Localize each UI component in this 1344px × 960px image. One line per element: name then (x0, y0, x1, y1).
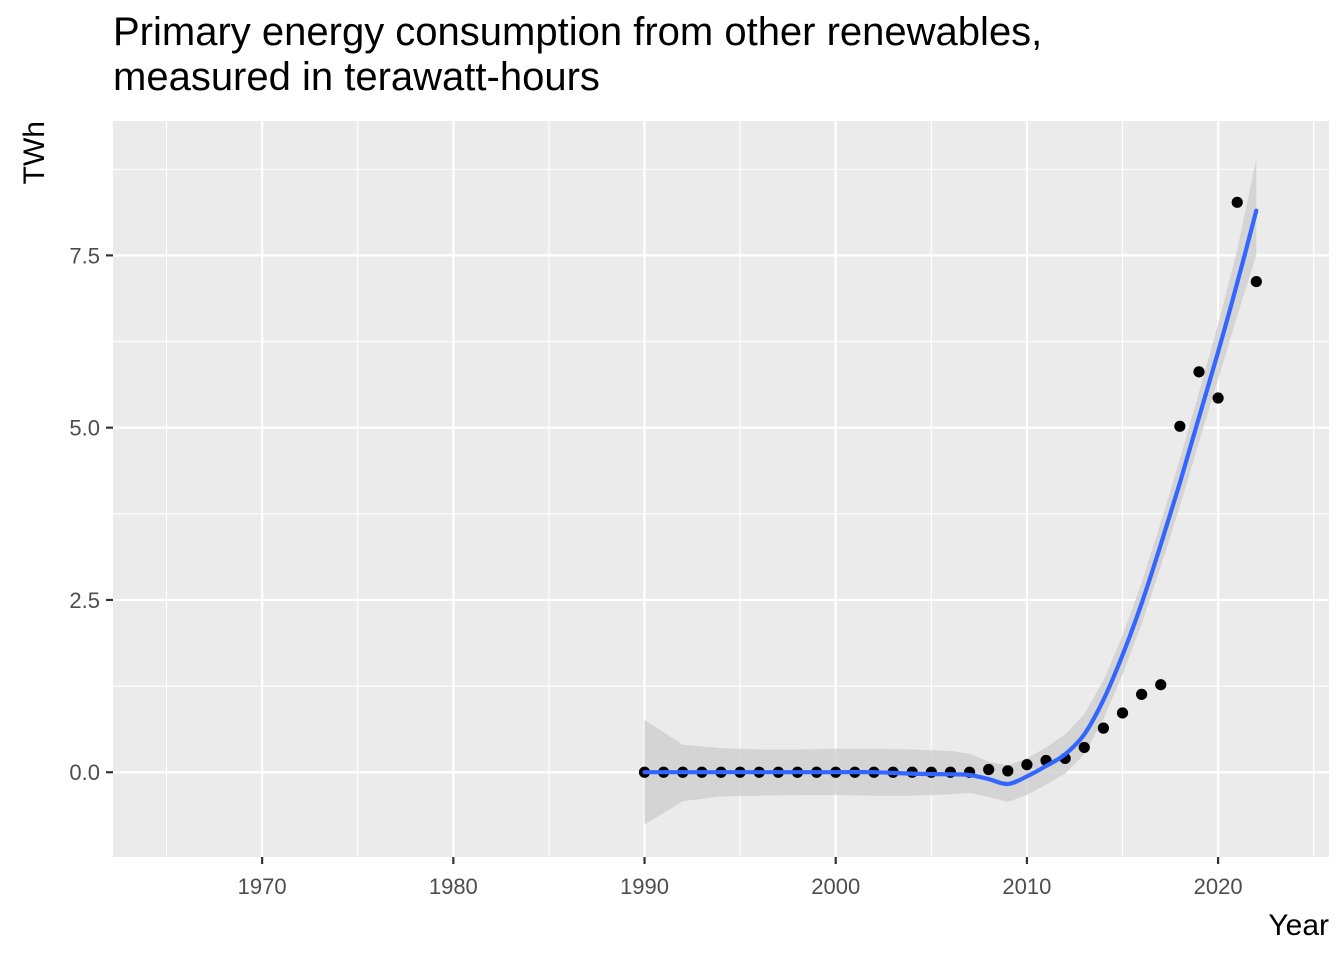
x-tick-label: 1990 (620, 874, 669, 899)
axis-ticks (106, 254, 1220, 864)
x-tick-label: 1970 (238, 874, 287, 899)
data-point (1021, 759, 1033, 771)
confidence-band-layer (644, 158, 1257, 825)
data-point (1174, 420, 1186, 432)
x-tick-label: 1980 (429, 874, 478, 899)
data-point (1231, 196, 1243, 208)
chart-title: Primary energy consumption from other re… (113, 10, 1293, 100)
x-tick-label: 2000 (811, 874, 860, 899)
data-point (1078, 741, 1090, 754)
data-point (1250, 275, 1262, 288)
data-point (1116, 707, 1129, 719)
data-point (1193, 366, 1205, 378)
y-tick-label: 7.5 (69, 243, 100, 268)
data-point (1097, 722, 1109, 734)
data-point (1212, 392, 1224, 404)
y-tick-label: 5.0 (69, 416, 100, 441)
x-tick-label: 2020 (1194, 874, 1243, 899)
smooth-line-layer (642, 208, 1259, 787)
major-gridlines (113, 121, 1329, 857)
tick-labels: 1970 1980 1990 2000 2010 2020 0.0 2.5 5.0 7.5 (69, 243, 1242, 899)
chart-title-line-1: Primary energy consumption from other re… (113, 10, 1043, 54)
data-point (1155, 679, 1167, 691)
smooth-trend-line (642, 208, 1259, 787)
x-tick-label: 2010 (1002, 874, 1051, 899)
x-axis-title: Year (1268, 909, 1329, 942)
plot-panel (113, 121, 1329, 857)
confidence-band (644, 158, 1257, 825)
y-tick-label: 2.5 (69, 588, 100, 613)
data-point (1002, 765, 1014, 777)
minor-gridlines (113, 121, 1329, 857)
chart-title-line-2: measured in terawatt-hours (113, 55, 600, 99)
y-axis-title: TWh (18, 121, 51, 184)
data-point (983, 763, 995, 776)
data-point (1136, 688, 1148, 700)
y-tick-label: 0.0 (69, 760, 100, 785)
